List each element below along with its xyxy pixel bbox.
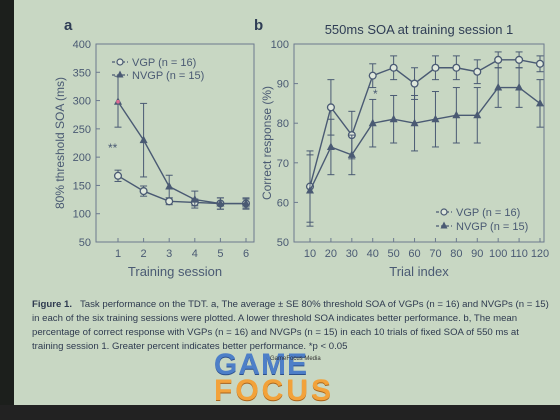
panel-b-series-nvgp-point bbox=[368, 118, 377, 127]
panel-b-ytick-label: 100 bbox=[271, 39, 289, 51]
panel-b-ytick-label: 80 bbox=[277, 118, 289, 130]
caption-text: Task performance on the TDT. a, The aver… bbox=[32, 299, 549, 352]
panel-a-xtick-label: 2 bbox=[141, 248, 147, 260]
panel-a-series-vgp-point bbox=[165, 197, 174, 206]
panel-a-series-nvgp-point bbox=[190, 195, 199, 203]
panel-a-ytick-label: 100 bbox=[73, 209, 91, 221]
panel-a-axes-frame bbox=[95, 43, 255, 243]
panel-a-highlight-dot bbox=[116, 99, 120, 104]
panel-a-legend-vgp-swatch-marker bbox=[116, 58, 124, 66]
figure-charts: a 50 100 150 200 250 300 350 400 1 2 3 4 5 6 Training s… bbox=[53, 17, 549, 279]
panel-a-series-vgp-point bbox=[139, 187, 148, 196]
panel-b-label: b bbox=[254, 17, 263, 34]
panel-b-xtick-label: 110 bbox=[510, 248, 528, 260]
panel-b-legend-nvgp-label: NVGP (n = 15) bbox=[456, 221, 528, 233]
panel-b-series-nvgp-point bbox=[389, 114, 398, 123]
panel-b-series-nvgp-line bbox=[309, 86, 541, 191]
panel-b-xtick-label: 40 bbox=[367, 248, 379, 260]
panel-b-series-vgp-point bbox=[494, 55, 503, 64]
panel-b-xtick-label: 30 bbox=[346, 248, 358, 260]
panel-a-series-nvgp-line bbox=[117, 101, 246, 205]
figure-caption: Figure 1. Task performance on the TDT. a,… bbox=[32, 298, 552, 354]
panel-a-ytick-label: 300 bbox=[73, 96, 91, 108]
panel-b-xtick-label: 80 bbox=[450, 248, 462, 260]
panel-b-series-vgp-point bbox=[410, 79, 419, 88]
panel-b-ytick-label: 90 bbox=[277, 79, 289, 91]
panel-a-ylabel: 80% threshold SOA (ms) bbox=[53, 77, 67, 209]
panel-a-xtick-label: 6 bbox=[243, 248, 249, 260]
panel-a-series-vgp-point bbox=[113, 171, 123, 180]
panel-a-ytick-label: 400 bbox=[73, 39, 91, 51]
panel-b-ytick-label: 70 bbox=[277, 158, 289, 170]
panel-b-ytick-label: 60 bbox=[277, 197, 289, 209]
panel-b-series-vgp-point bbox=[389, 63, 398, 72]
monitor-bezel bbox=[0, 405, 560, 420]
panel-b-legend-vgp-label: VGP (n = 16) bbox=[456, 207, 520, 219]
panel-b-significance-mark: * bbox=[373, 87, 378, 101]
watermark-line1: GAME bbox=[214, 348, 308, 381]
panel-a-ytick-label: 250 bbox=[73, 124, 91, 136]
watermark-line2: FOCUS bbox=[214, 374, 334, 407]
panel-b-legend-nvgp-swatch-marker bbox=[440, 221, 448, 229]
panel-a-legend-nvgp-label: NVGP (n = 15) bbox=[132, 70, 204, 82]
panel-b-xtick-label: 20 bbox=[325, 248, 337, 260]
panel-a-xtick-label: 3 bbox=[166, 248, 172, 260]
panel-a-xtick-label: 4 bbox=[192, 248, 198, 260]
panel-a-legend-vgp-label: VGP (n = 16) bbox=[132, 57, 196, 69]
panel-a-ytick-label: 150 bbox=[73, 180, 91, 192]
panel-a-series-nvgp-point bbox=[165, 182, 174, 190]
panel-a-significance-mark: ** bbox=[108, 141, 118, 155]
panel-b-series-vgp-point bbox=[368, 71, 377, 80]
watermark-media: GameFocus Media bbox=[270, 356, 321, 362]
panel-b-series-vgp-point bbox=[452, 63, 461, 72]
panel-b-xtick-label: 60 bbox=[408, 248, 420, 260]
panel-b-ytick-label: 50 bbox=[277, 237, 289, 249]
panel-b-xtick-label: 120 bbox=[531, 248, 549, 260]
panel-a-ytick-label: 50 bbox=[79, 237, 91, 249]
panel-b-xlabel: Trial index bbox=[389, 264, 449, 279]
panel-b-series-nvgp-point bbox=[306, 186, 314, 194]
panel-a-series-nvgp-point bbox=[242, 199, 250, 207]
panel-b-series-nvgp-point bbox=[515, 83, 524, 91]
panel-b-series-nvgp-point bbox=[452, 110, 461, 119]
panel-b-xtick-label: 10 bbox=[304, 248, 316, 260]
panel-b-series-vgp-point bbox=[535, 59, 545, 68]
panel-a-xlabel: Training session bbox=[128, 264, 222, 279]
panel-b-series-nvgp-point bbox=[410, 118, 419, 127]
panel-a-ytick-label: 350 bbox=[73, 67, 91, 79]
panel-b-series-vgp-point bbox=[431, 63, 440, 72]
panel-b-series-vgp-point bbox=[473, 67, 482, 76]
panel-b-legend-vgp-swatch-marker bbox=[440, 208, 448, 216]
panel-b-series-nvgp-point bbox=[431, 114, 440, 123]
panel-b-series-nvgp-point bbox=[326, 142, 335, 150]
panel-b-series-vgp-line bbox=[309, 59, 541, 187]
panel-a-ytick-label: 200 bbox=[73, 152, 91, 164]
panel-b-xtick-label: 70 bbox=[429, 248, 441, 260]
panel-a-label: a bbox=[64, 17, 73, 34]
panel-a-legend-nvgp-swatch-marker bbox=[116, 70, 124, 78]
panel-b-xtick-label: 100 bbox=[489, 248, 507, 260]
panel-a-series-nvgp-point bbox=[139, 135, 148, 144]
panel-b-axes-frame bbox=[293, 43, 545, 243]
panel-b-series-vgp-point bbox=[326, 103, 335, 112]
panel-b-series-nvgp-point bbox=[347, 150, 356, 158]
panel-a-xtick-label: 5 bbox=[217, 248, 223, 260]
panel-b-series-nvgp-point bbox=[536, 98, 544, 107]
panel-a-xtick-label: 1 bbox=[115, 248, 121, 260]
panel-b-xtick-label: 90 bbox=[471, 248, 483, 260]
panel-b-series-nvgp-point bbox=[473, 110, 482, 119]
panel-b-series-nvgp-point bbox=[494, 83, 503, 91]
panel-b-ylabel: Correct response (%) bbox=[260, 86, 274, 200]
panel-b-xtick-label: 50 bbox=[388, 248, 400, 260]
panel-b-title: 550ms SOA at training session 1 bbox=[325, 22, 514, 37]
panel-a-series-vgp-line bbox=[117, 175, 246, 205]
watermark-logo: GAME FOCUS GameFocus Media bbox=[214, 348, 334, 408]
panel-b-series-vgp-point bbox=[515, 55, 524, 64]
panel-a-series-nvgp-point bbox=[216, 199, 225, 207]
projected-screen: a 50 100 150 200 250 300 350 400 1 2 3 4 5 6 Training s… bbox=[14, 0, 560, 405]
caption-figure-label: Figure 1. bbox=[32, 299, 72, 310]
